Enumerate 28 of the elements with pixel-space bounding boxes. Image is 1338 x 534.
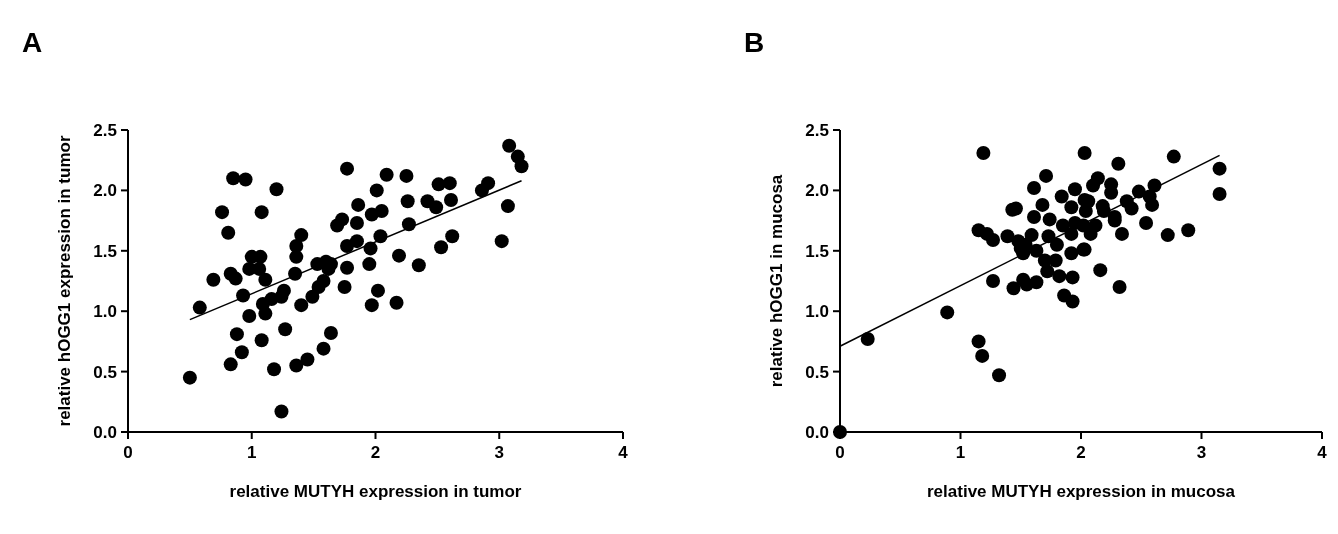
x-tick-label: 3: [1196, 443, 1207, 462]
y-tick-label: 0.0: [805, 422, 829, 442]
x-tick-label: 1: [955, 443, 966, 462]
y-axis-title: relative hOGG1 in mucosa: [767, 174, 786, 388]
y-axis-title: relative hOGG1 expression in tumor: [55, 135, 74, 427]
chart-title: B: [744, 27, 765, 58]
x-tick-label: 4: [1317, 443, 1328, 462]
y-tick-label: 1.5: [93, 241, 117, 261]
chart-title: A: [22, 27, 43, 58]
y-tick-label: 1.0: [93, 302, 117, 322]
y-tick-label: 2.0: [805, 181, 829, 201]
x-axis-title: relative MUTYH expression in mucosa: [927, 482, 1236, 501]
x-axis-title: relative MUTYH expression in tumor: [229, 482, 522, 501]
y-tick-label: 0.5: [93, 362, 117, 382]
x-tick-label: 0: [123, 443, 133, 462]
y-tick-label: 1.0: [805, 302, 829, 322]
x-tick-label: 3: [494, 443, 504, 462]
x-tick-label: 2: [370, 443, 381, 462]
x-tick-label: 2: [1076, 443, 1086, 462]
x-tick-label: 4: [618, 443, 629, 462]
y-tick-label: 1.5: [805, 241, 829, 261]
y-tick-label: 2.5: [93, 120, 117, 140]
y-tick-label: 0.0: [93, 422, 117, 442]
y-tick-label: 2.0: [93, 181, 117, 201]
x-tick-label: 0: [835, 443, 845, 462]
x-tick-label: 1: [247, 443, 257, 462]
y-tick-label: 2.5: [805, 120, 829, 140]
y-tick-label: 0.5: [805, 362, 829, 382]
